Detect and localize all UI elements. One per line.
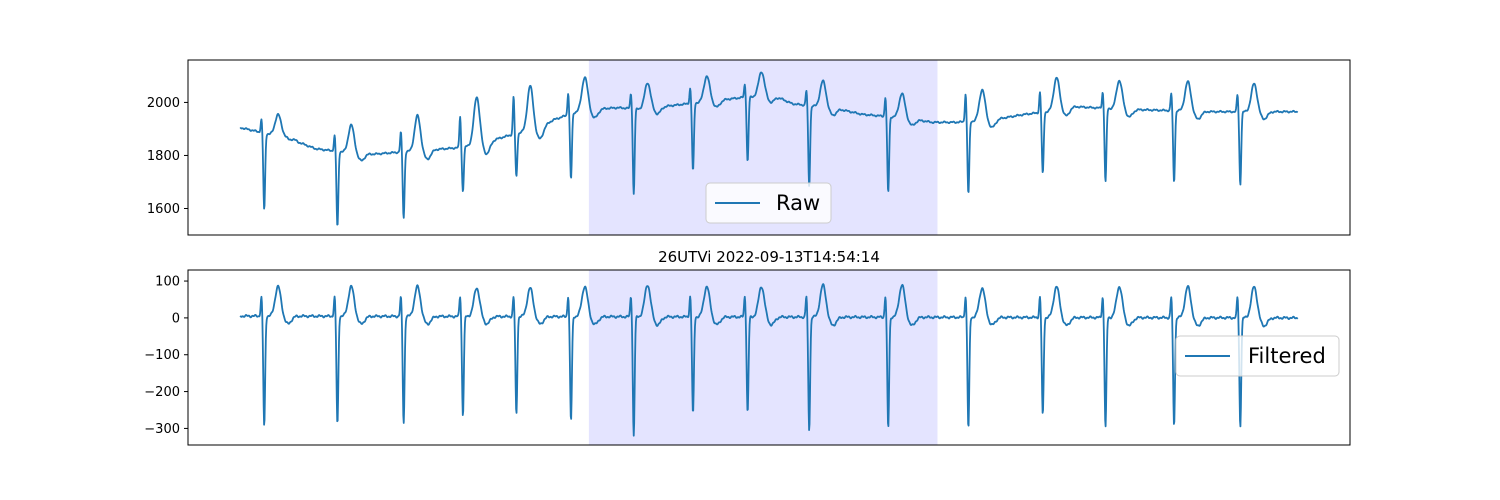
raw-y-ticks: 1600 1800 2000 bbox=[147, 96, 188, 217]
y-tick-label: −100 bbox=[144, 348, 180, 363]
y-tick-label: 100 bbox=[155, 275, 180, 290]
y-tick-label: −300 bbox=[144, 422, 180, 437]
raw-legend: Raw bbox=[706, 183, 831, 223]
y-tick-label: 1600 bbox=[147, 202, 180, 217]
filtered-legend-label: Filtered bbox=[1248, 344, 1326, 368]
y-tick-label: 2000 bbox=[147, 96, 180, 111]
filtered-legend: Filtered bbox=[1176, 336, 1339, 376]
raw-panel: 1600 1800 2000 Raw bbox=[147, 60, 1350, 235]
raw-legend-label: Raw bbox=[776, 191, 820, 215]
y-tick-label: 0 bbox=[172, 311, 180, 326]
y-tick-label: −200 bbox=[144, 385, 180, 400]
y-tick-label: 1800 bbox=[147, 149, 180, 164]
filtered-panel: −300 −200 −100 0 100 Filtered bbox=[144, 270, 1350, 445]
chart-title: 26UTVi 2022-09-13T14:54:14 bbox=[658, 248, 880, 266]
filtered-y-ticks: −300 −200 −100 0 100 bbox=[144, 275, 188, 437]
